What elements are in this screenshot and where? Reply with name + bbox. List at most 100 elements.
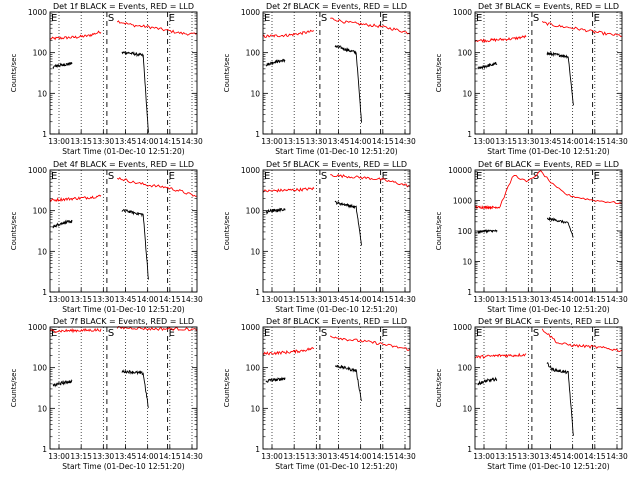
trace-line [474, 204, 501, 210]
trace-line [474, 34, 527, 43]
y-tick-label: 1 [255, 130, 260, 139]
x-tick-label: 13:30 [93, 295, 115, 304]
x-tick-label: 14:15 [159, 137, 181, 146]
y-tick-label: 100 [458, 364, 473, 373]
x-tick-label: 14:00 [137, 295, 159, 304]
x-axis-label: Start Time (01-Dec-10 12:51:20) [487, 305, 609, 314]
x-tick-label: 13:00 [261, 452, 283, 461]
trace-line [541, 328, 623, 352]
x-tick-label: 13:45 [540, 295, 562, 304]
x-tick-label: 13:00 [48, 452, 70, 461]
marker-label: E [594, 328, 600, 339]
marker-label: E [264, 328, 270, 339]
y-tick-label: 1000 [28, 323, 47, 332]
x-tick-label: 14:15 [372, 295, 394, 304]
panel-title: Det 1f BLACK = Events, RED = LLD [53, 2, 194, 11]
x-tick-label: 14:15 [372, 452, 394, 461]
x-tick-label: 13:00 [261, 137, 283, 146]
x-axis-label: Start Time (01-Dec-10 12:51:20) [275, 462, 397, 471]
marker-label: S [108, 171, 114, 182]
panel-title: Det 7f BLACK = Events, RED = LLD [53, 317, 194, 326]
trace-line [330, 174, 411, 188]
marker-label: S [321, 328, 327, 339]
trace-line [477, 228, 498, 235]
plot-frame [49, 169, 198, 293]
x-tick-label: 14:15 [372, 137, 394, 146]
trace-line [52, 379, 73, 388]
y-tick-label: 1000 [241, 323, 260, 332]
trace-line [116, 20, 198, 36]
x-tick-label: 13:15 [70, 452, 92, 461]
plot-frame [474, 11, 623, 135]
detector-panel: Det 9f BLACK = Events, RED = LLD 13:00 13:… [435, 317, 628, 471]
plot-frame [49, 326, 198, 450]
y-tick-label: 100 [33, 207, 48, 216]
y-tick-label: 10 [462, 89, 472, 98]
marker-label: E [169, 171, 175, 182]
y-axis-label: Counts/sec [10, 54, 18, 93]
y-tick-label: 100 [33, 364, 48, 373]
x-tick-label: 13:00 [48, 295, 70, 304]
y-axis-label: Counts/sec [435, 54, 443, 93]
y-tick-label: 10 [37, 89, 47, 98]
x-tick-label: 13:30 [93, 452, 115, 461]
x-tick-label: 13:45 [328, 137, 350, 146]
x-axis-label: Start Time (01-Dec-10 12:51:20) [487, 462, 609, 471]
marker-label: E [169, 328, 175, 339]
marker-label: S [533, 13, 539, 24]
x-tick-label: 13:15 [495, 137, 517, 146]
x-tick-label: 13:00 [473, 295, 495, 304]
y-tick-label: 1 [42, 445, 47, 454]
x-tick-label: 13:30 [518, 452, 540, 461]
x-tick-label: 14:30 [181, 452, 203, 461]
trace-line [546, 51, 574, 106]
marker-label: E [476, 13, 482, 24]
x-tick-label: 13:45 [540, 137, 562, 146]
trace-line [262, 186, 315, 193]
trace-line [52, 61, 73, 70]
marker-label: S [108, 13, 114, 24]
x-tick-label: 14:00 [562, 452, 584, 461]
x-axis-label: Start Time (01-Dec-10 12:51:20) [62, 462, 184, 471]
trace-line [477, 61, 498, 71]
x-tick-label: 13:15 [70, 295, 92, 304]
detector-panel: Det 8f BLACK = Events, RED = LLD 13:00 13:… [223, 317, 416, 471]
trace-line [262, 29, 315, 38]
x-tick-label: 13:30 [306, 452, 328, 461]
x-tick-label: 13:15 [283, 137, 305, 146]
y-tick-label: 100 [246, 207, 261, 216]
x-tick-label: 14:30 [394, 295, 416, 304]
x-tick-label: 14:30 [606, 452, 628, 461]
x-tick-label: 13:15 [283, 295, 305, 304]
y-tick-label: 1 [255, 288, 260, 297]
trace-line [334, 200, 362, 246]
y-tick-label: 1 [255, 445, 260, 454]
plot-frame [49, 11, 198, 135]
panel-title: Det 8f BLACK = Events, RED = LLD [266, 317, 407, 326]
trace-line [541, 21, 623, 38]
y-tick-label: 10 [250, 247, 260, 256]
x-tick-label: 13:15 [70, 137, 92, 146]
marker-label: E [476, 328, 482, 339]
marker-label: E [476, 171, 482, 182]
trace-line [121, 369, 149, 408]
trace-line [116, 176, 198, 197]
y-tick-label: 10 [462, 404, 472, 413]
panel-title: Det 2f BLACK = Events, RED = LLD [266, 2, 407, 11]
x-axis-label: Start Time (01-Dec-10 12:51:20) [275, 147, 397, 156]
x-axis-label: Start Time (01-Dec-10 12:51:20) [62, 305, 184, 314]
trace-line [499, 169, 623, 208]
marker-label: E [594, 13, 600, 24]
y-tick-label: 1000 [241, 166, 260, 175]
marker-label: E [169, 13, 175, 24]
x-tick-label: 13:00 [473, 452, 495, 461]
x-tick-label: 13:30 [93, 137, 115, 146]
panel-title: Det 9f BLACK = Events, RED = LLD [478, 317, 619, 326]
x-tick-label: 13:30 [306, 137, 328, 146]
